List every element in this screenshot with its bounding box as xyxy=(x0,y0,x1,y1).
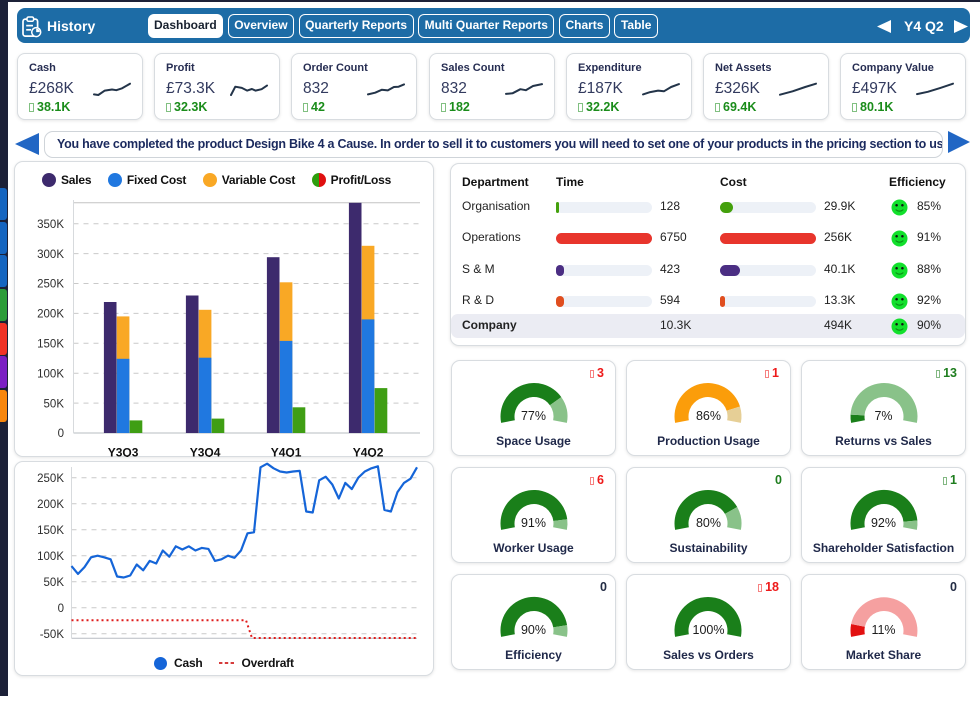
svg-text:Y4Q2: Y4Q2 xyxy=(353,446,384,458)
svg-text:150K: 150K xyxy=(37,525,64,537)
svg-text:100K: 100K xyxy=(37,551,64,563)
svg-text:-50K: -50K xyxy=(40,629,65,641)
svg-text:150K: 150K xyxy=(37,339,64,351)
svg-text:350K: 350K xyxy=(37,219,64,231)
svg-text:250K: 250K xyxy=(37,279,64,291)
svg-text:100K: 100K xyxy=(37,368,64,380)
svg-text:200K: 200K xyxy=(37,309,64,321)
svg-text:50K: 50K xyxy=(44,577,65,589)
svg-text:0: 0 xyxy=(58,603,64,615)
svg-text:200K: 200K xyxy=(37,499,64,511)
svg-text:Y3Q4: Y3Q4 xyxy=(190,446,221,458)
svg-text:Y4Q1: Y4Q1 xyxy=(271,446,302,458)
svg-text:Y3Q3: Y3Q3 xyxy=(108,446,139,458)
svg-text:300K: 300K xyxy=(37,249,64,261)
svg-text:0: 0 xyxy=(58,428,64,440)
svg-text:50K: 50K xyxy=(44,398,65,410)
svg-text:250K: 250K xyxy=(37,473,64,485)
